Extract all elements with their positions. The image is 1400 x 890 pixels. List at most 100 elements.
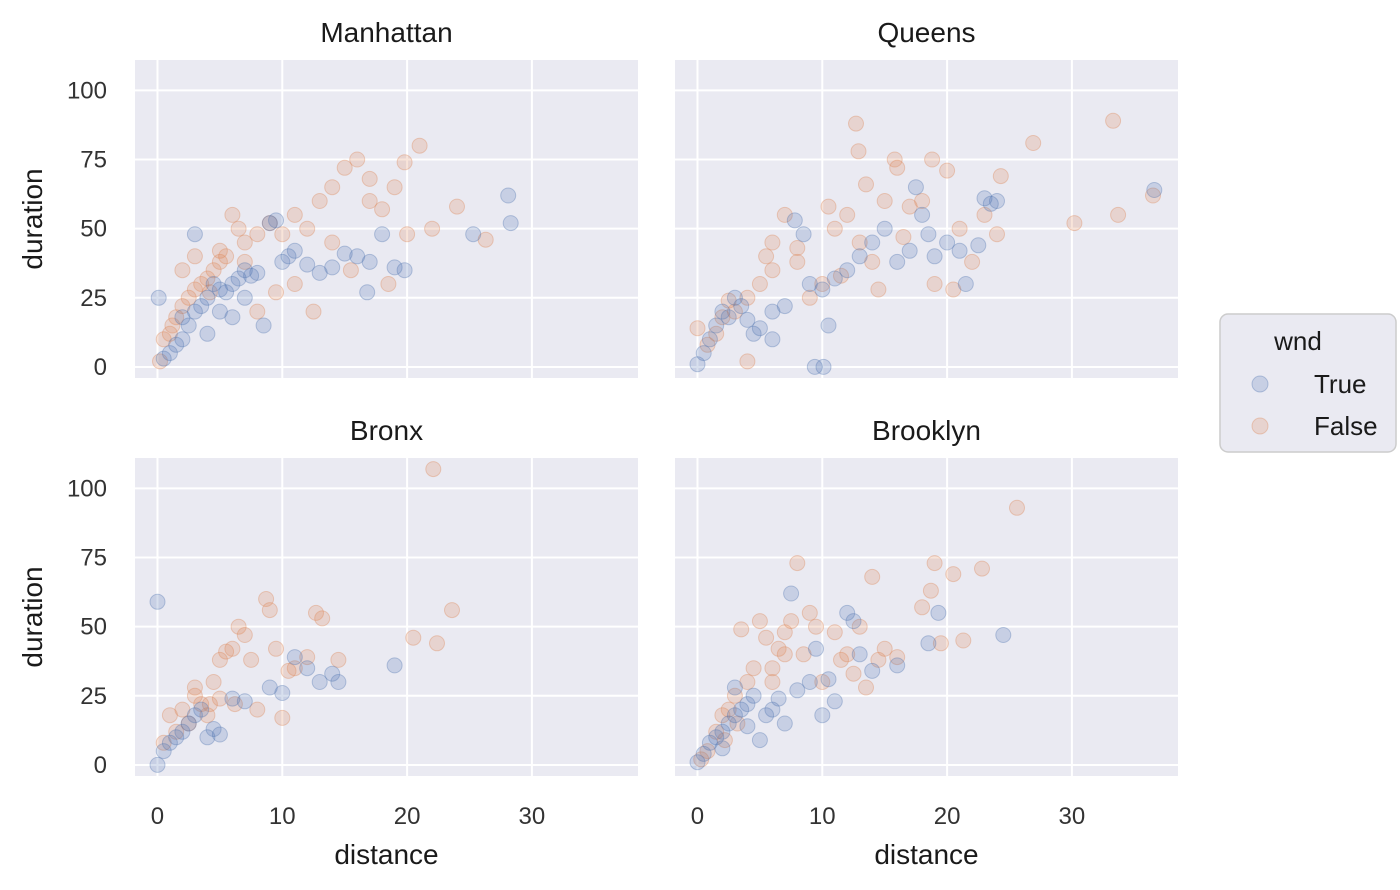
legend-title: wnd [1273,326,1322,356]
data-point [839,604,856,621]
data-point [864,568,881,585]
data-point [964,253,981,270]
data-point [161,707,178,724]
data-point [211,651,228,668]
data-point [895,229,912,245]
data-point [155,743,172,760]
data-point [870,651,887,668]
data-point [280,248,297,265]
data-point [211,690,228,707]
panel-brooklyn: Brooklyn 0 10 20 30 distance [675,415,1178,870]
data-point [349,151,366,168]
data-point [726,303,743,320]
data-point [186,303,203,320]
plot-background [675,60,1178,378]
series-true-points [150,187,519,367]
series-false-points [152,137,494,370]
data-point [839,206,856,223]
data-point [311,264,328,281]
data-point [806,358,823,375]
data-point [349,248,366,265]
data-point [230,618,247,635]
data-point [789,682,806,699]
data-point [739,311,756,328]
data-point [889,159,906,176]
legend-marker-false [1251,417,1269,435]
data-point [449,198,465,215]
data-point [211,726,228,743]
data-point [789,253,806,270]
data-point [720,309,737,326]
series-true-points [689,585,1012,771]
data-point [180,715,197,732]
data-point [926,276,943,292]
plot-background [675,458,1178,776]
data-point [205,674,222,690]
data-point [186,679,203,696]
data-point [764,701,781,718]
data-point [336,245,353,262]
data-point [218,248,235,265]
data-point [161,325,178,342]
data-point [444,602,460,619]
data-point [193,276,210,292]
data-point [726,707,743,724]
data-point [932,635,949,652]
data-point [974,560,990,577]
panel-queens: Queens [675,17,1178,378]
data-point [808,618,824,635]
data-point [939,234,956,251]
data-point [745,687,762,704]
data-point [720,701,737,718]
data-point [758,707,775,724]
data-point [845,665,862,682]
data-point [149,593,166,610]
data-point [695,745,712,762]
data-point [180,715,197,732]
data-point [815,358,832,375]
data-point [770,690,787,707]
data-point [739,696,756,713]
data-point [199,270,216,287]
data-point [776,298,793,315]
data-point [224,206,241,223]
data-point [886,151,903,168]
data-point [305,303,322,320]
data-point [851,646,868,663]
data-point [324,179,341,196]
data-point [914,599,931,616]
data-point [708,723,725,740]
data-point [714,740,731,757]
data-point [199,289,216,306]
data-point [374,226,391,243]
data-point [330,651,347,668]
panel-title: Manhattan [320,17,452,48]
data-point [901,242,918,259]
panel-title: Queens [877,17,975,48]
x-tick-label: 0 [151,803,164,830]
data-point [274,253,291,270]
data-point [776,646,793,663]
series-true-points [149,593,403,773]
data-point [992,168,1009,185]
data-point [714,303,731,320]
data-point [726,679,743,696]
series-false-points [155,461,460,751]
data-point [386,657,403,674]
data-point [314,610,331,627]
data-point [174,723,191,740]
data-point [199,325,216,342]
data-point [311,193,328,209]
data-point [465,226,482,243]
data-point [299,660,316,677]
data-point [249,303,266,320]
data-point [211,303,228,320]
data-point [243,267,260,284]
panel-title: Brooklyn [872,415,981,446]
data-point [814,674,831,690]
data-point [714,723,731,740]
data-point [839,262,856,279]
data-point [186,687,203,704]
data-point [689,320,706,337]
facet-panels: Manhattan0255075100durationQueensBronx02… [17,17,1178,870]
